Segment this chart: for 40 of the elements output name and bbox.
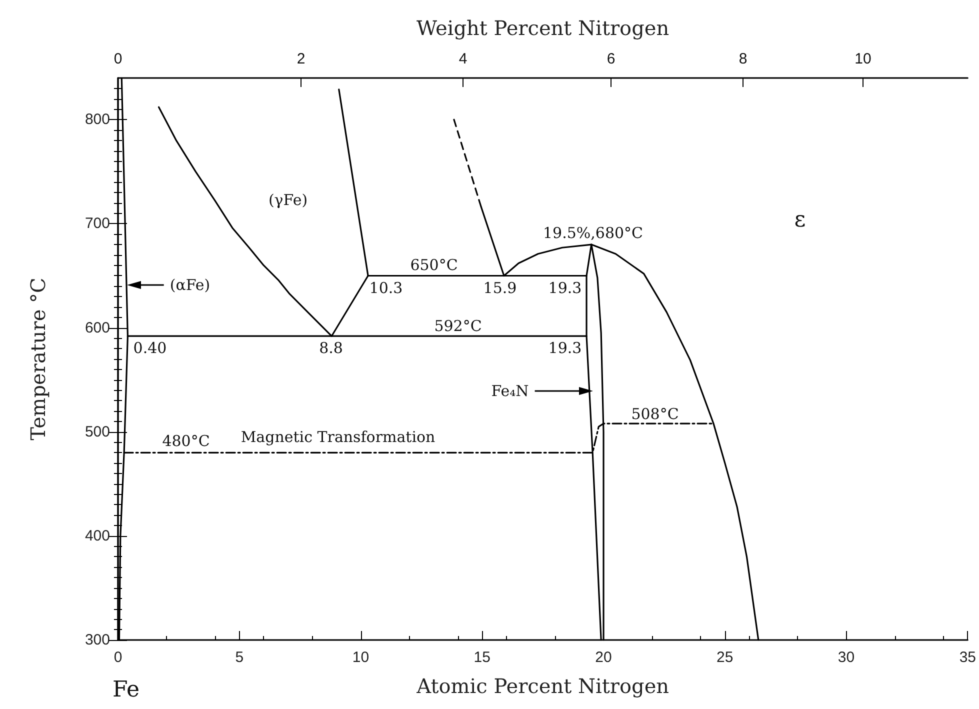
annotation: 19.5%,680°C — [542, 224, 644, 242]
annotation: 508°C — [631, 405, 679, 423]
text: 4 — [458, 50, 468, 68]
y-tick-label: 700 — [84, 215, 110, 232]
y-axis-title: Temperature °C — [26, 278, 50, 440]
annotation: 19.3 — [548, 339, 582, 357]
annotation: (αFe) — [170, 276, 210, 294]
x-tick-label: 15 — [474, 649, 490, 666]
text: 6 — [606, 50, 616, 68]
y-tick-label: 300 — [84, 632, 110, 648]
x-tick-label: 5 — [235, 649, 244, 666]
x-tick-label: 10 — [352, 649, 370, 666]
annotation: 15.9 — [483, 279, 517, 297]
x-tick-label: 35 — [959, 649, 976, 666]
x2-axis-title: Weight Percent Nitrogen — [416, 16, 670, 40]
y-tick-label: 500 — [84, 423, 110, 440]
annotation: ε — [794, 208, 806, 232]
annotation: 592°C — [434, 317, 482, 335]
annotation: 8.8 — [319, 339, 343, 357]
annotation: Magnetic Transformation — [240, 428, 436, 446]
annotation: 10.3 — [369, 279, 403, 297]
x-tick-label: 25 — [716, 649, 734, 666]
x-tick-label: 0 — [114, 649, 122, 666]
annotation: 650°C — [410, 256, 458, 274]
annotation: (γFe) — [268, 191, 308, 209]
y-tick-label: 800 — [84, 111, 110, 128]
text: 10 — [854, 50, 872, 68]
annotation: Fe₄N — [491, 382, 529, 400]
y-tick-label: 600 — [84, 319, 110, 336]
x-tick-label: 30 — [838, 649, 855, 666]
x-tick-label: 20 — [595, 649, 612, 666]
text: 0 — [114, 50, 122, 68]
text: 8 — [738, 50, 748, 68]
text: Fe — [112, 678, 140, 702]
annotation: 480°C — [162, 432, 210, 450]
text: 2 — [296, 50, 306, 68]
x-axis-title: Atomic Percent Nitrogen — [416, 674, 670, 698]
y-tick-label: 400 — [84, 527, 110, 544]
annotation: 0.40 — [133, 339, 167, 357]
annotation: 19.3 — [548, 279, 582, 297]
